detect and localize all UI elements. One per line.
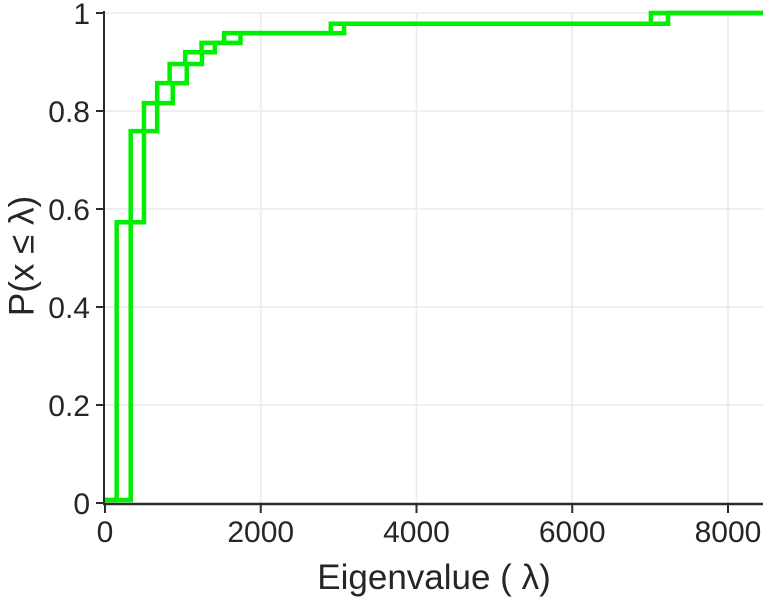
x-tick-label: 0 bbox=[97, 516, 114, 549]
y-tick-label: 0.2 bbox=[48, 390, 90, 423]
x-tick-label: 4000 bbox=[383, 516, 450, 549]
y-tick-label: 0 bbox=[73, 488, 90, 521]
y-axis-label: P(x ≤ λ) bbox=[2, 195, 42, 317]
x-tick-label: 2000 bbox=[227, 516, 294, 549]
y-tick-label: 0.6 bbox=[48, 194, 90, 227]
y-tick-label: 0.4 bbox=[48, 292, 90, 325]
y-tick-label: 0.8 bbox=[48, 96, 90, 129]
x-tick-label: 8000 bbox=[695, 516, 762, 549]
x-tick-label: 6000 bbox=[539, 516, 606, 549]
x-axis-label: Eigenvalue ( λ) bbox=[317, 558, 551, 597]
ecdf-curve-leading bbox=[105, 10, 763, 503]
y-tick-label: 1 bbox=[73, 0, 90, 31]
ecdf-curve-lagging bbox=[105, 10, 763, 503]
